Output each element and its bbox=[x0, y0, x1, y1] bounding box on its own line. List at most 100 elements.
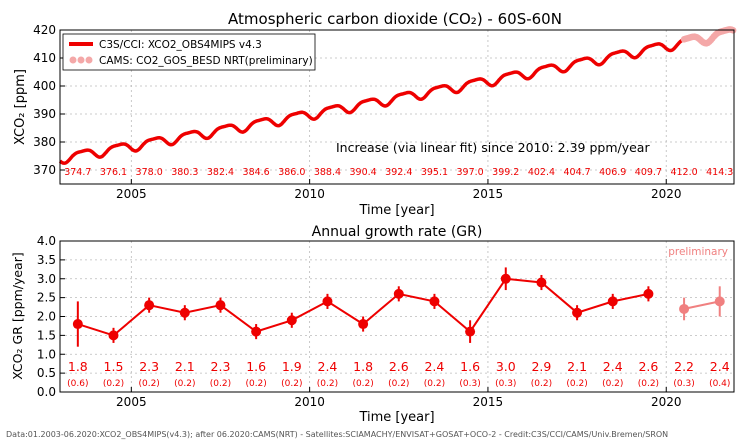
growth-rate-value-label: 2.4 bbox=[603, 359, 623, 374]
annual-mean-label: 386.0 bbox=[278, 167, 305, 178]
growth-rate-error-label: (0.6) bbox=[67, 379, 88, 389]
bottom-value-labels: 1.8 (0.6) 1.5 (0.2) 2.3 (0.2) 2.1 (0.2) 2.3 (0.2)… bbox=[67, 359, 730, 389]
top-annual-labels: 374.7 376.1 378.0 380.3 382.4 384.6 386.0 388.4… bbox=[64, 167, 733, 178]
bottom-y-tick-label: 1.0 bbox=[37, 347, 56, 361]
growth-rate-error-label: (0.2) bbox=[281, 379, 302, 389]
annual-mean-label: 414.3 bbox=[706, 167, 733, 178]
top-y-ticks: 370 380 390 400 410 420 bbox=[33, 23, 65, 177]
annual-mean-label: 409.7 bbox=[635, 167, 662, 178]
top-y-tick-label: 400 bbox=[33, 79, 56, 93]
growth-rate-point bbox=[465, 326, 476, 337]
growth-rate-error-label: (0.2) bbox=[174, 379, 195, 389]
growth-rate-value-label: 2.6 bbox=[389, 359, 409, 374]
growth-rate-value-label: 2.6 bbox=[638, 359, 658, 374]
top-y-tick-label: 420 bbox=[33, 23, 56, 37]
annual-mean-label: 390.4 bbox=[350, 167, 377, 178]
growth-rate-point bbox=[358, 319, 369, 330]
bottom-y-ticks: 0.0 0.5 1.0 1.5 2.0 2.5 3.0 3.5 4.0 bbox=[37, 234, 65, 399]
growth-rate-value-label: 2.2 bbox=[674, 359, 694, 374]
growth-rate-point bbox=[108, 330, 119, 341]
growth-rate-value-label: 2.4 bbox=[424, 359, 444, 374]
growth-rate-error-label: (0.2) bbox=[602, 379, 623, 389]
preliminary-annotation: preliminary bbox=[668, 246, 728, 258]
legend-box bbox=[62, 33, 316, 71]
legend-label-obs4mips: C3S/CCI: XCO2_OBS4MIPS v4.3 bbox=[99, 39, 262, 51]
annual-mean-label: 395.1 bbox=[421, 167, 448, 178]
growth-rate-error-label: (0.2) bbox=[245, 379, 266, 389]
growth-rate-error-label: (0.2) bbox=[388, 379, 409, 389]
bottom-y-tick-label: 0.5 bbox=[37, 366, 56, 380]
growth-rate-point bbox=[251, 326, 262, 337]
annual-mean-label: 378.0 bbox=[136, 167, 163, 178]
growth-rate-error-label: (0.3) bbox=[459, 379, 480, 389]
top-x-axis-label: Time [year] bbox=[358, 203, 434, 218]
top-y-tick-label: 410 bbox=[33, 51, 56, 65]
bottom-x-tick-label: 2005 bbox=[116, 395, 147, 409]
top-y-tick-label: 370 bbox=[33, 163, 56, 177]
bottom-x-axis-label: Time [year] bbox=[358, 410, 434, 425]
growth-rate-point bbox=[72, 319, 83, 330]
top-x-tick-label: 2010 bbox=[294, 187, 325, 201]
growth-rate-value-label: 1.9 bbox=[282, 359, 302, 374]
bottom-y-axis-label: XCO₂ GR [ppm/year] bbox=[10, 252, 25, 379]
bottom-series bbox=[72, 267, 725, 347]
bottom-x-tick-label: 2015 bbox=[473, 395, 504, 409]
growth-rate-error-label: (0.2) bbox=[531, 379, 552, 389]
annual-mean-label: 376.1 bbox=[100, 167, 127, 178]
legend-swatch-cams-3 bbox=[85, 56, 93, 64]
bottom-x-tick-label: 2020 bbox=[651, 395, 682, 409]
legend-swatch-cams-2 bbox=[77, 56, 85, 64]
growth-rate-value-label: 2.9 bbox=[531, 359, 551, 374]
growth-rate-point bbox=[536, 277, 547, 288]
bottom-x-ticks: 2005 2010 2015 2020 bbox=[116, 387, 682, 409]
growth-rate-point bbox=[714, 296, 725, 307]
bottom-y-tick-label: 2.0 bbox=[37, 310, 56, 324]
growth-rate-error-label: (0.2) bbox=[138, 379, 159, 389]
growth-rate-point bbox=[179, 307, 190, 318]
annual-mean-label: 380.3 bbox=[171, 167, 198, 178]
bottom-y-tick-label: 3.5 bbox=[37, 253, 56, 267]
bottom-y-tick-label: 0.0 bbox=[37, 385, 56, 399]
growth-rate-value-label: 1.6 bbox=[246, 359, 266, 374]
top-y-axis-label: XCO₂ [ppm] bbox=[13, 69, 28, 145]
annual-mean-label: 412.0 bbox=[670, 167, 697, 178]
bottom-y-tick-label: 1.5 bbox=[37, 328, 56, 342]
annual-mean-label: 402.4 bbox=[528, 167, 555, 178]
growth-rate-line-preliminary bbox=[683, 300, 720, 310]
annual-mean-label: 397.0 bbox=[457, 167, 484, 178]
growth-rate-point bbox=[393, 288, 404, 299]
growth-rate-value-label: 1.6 bbox=[460, 359, 480, 374]
top-y-tick-label: 380 bbox=[33, 135, 56, 149]
annual-mean-label: 392.4 bbox=[385, 167, 412, 178]
growth-rate-point bbox=[643, 288, 654, 299]
growth-rate-point bbox=[144, 300, 155, 311]
growth-rate-value-label: 2.1 bbox=[175, 359, 195, 374]
top-x-tick-label: 2020 bbox=[651, 187, 682, 201]
annual-mean-label: 404.7 bbox=[563, 167, 590, 178]
top-plot-frame bbox=[59, 29, 735, 185]
growth-rate-error-label: (0.3) bbox=[673, 379, 694, 389]
top-series bbox=[58, 26, 737, 165]
bottom-y-tick-label: 2.5 bbox=[37, 291, 56, 305]
top-annotation: Increase (via linear fit) since 2010: 2.… bbox=[336, 140, 650, 155]
top-y-tick-label: 390 bbox=[33, 107, 56, 121]
growth-rate-error-label: (0.2) bbox=[424, 379, 445, 389]
legend-swatch-cams-1 bbox=[69, 56, 77, 64]
growth-rate-value-label: 2.4 bbox=[710, 359, 730, 374]
growth-rate-point bbox=[500, 273, 511, 284]
growth-rate-point bbox=[679, 303, 690, 314]
series-line-obs4mips bbox=[58, 38, 683, 165]
annual-mean-label: 406.9 bbox=[599, 167, 626, 178]
growth-rate-value-label: 1.8 bbox=[68, 359, 88, 374]
growth-rate-error-label: (0.4) bbox=[709, 379, 730, 389]
top-legend: C3S/CCI: XCO2_OBS4MIPS v4.3 CAMS: CO2_GO… bbox=[62, 33, 316, 71]
data-credit-footer: Data:01.2003-06.2020:XCO2_OBS4MIPS(v4.3)… bbox=[6, 430, 669, 439]
top-x-tick-label: 2015 bbox=[473, 187, 504, 201]
growth-rate-error-label: (0.2) bbox=[638, 379, 659, 389]
growth-rate-point bbox=[607, 296, 618, 307]
growth-rate-point bbox=[215, 300, 226, 311]
annual-mean-label: 382.4 bbox=[207, 167, 234, 178]
top-x-ticks: 2005 2010 2015 2020 bbox=[116, 179, 682, 201]
legend-label-cams: CAMS: CO2_GOS_BESD NRT(preliminary) bbox=[99, 55, 313, 67]
